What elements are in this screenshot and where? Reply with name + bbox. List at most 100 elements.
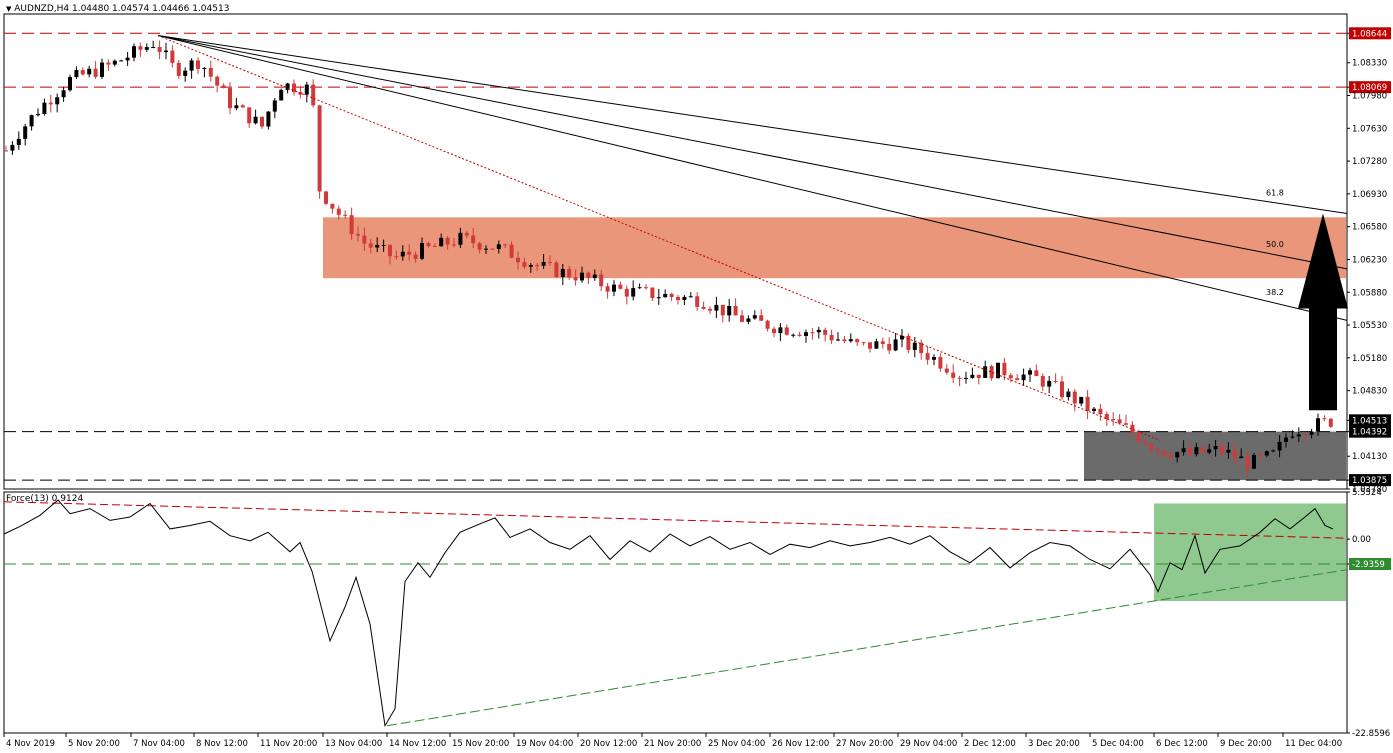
candle-body	[964, 377, 968, 379]
y-tick-label: 1.08330	[1352, 59, 1387, 69]
y-tick-label: 1.05180	[1352, 354, 1387, 364]
candle-body	[1156, 449, 1160, 451]
fib-fan-label-38.2: 38.2	[1266, 288, 1284, 297]
x-tick-label: 20 Nov 12:00	[580, 739, 637, 749]
up-arrow-icon	[1298, 213, 1348, 411]
candle-body	[586, 272, 591, 278]
candle-body	[842, 339, 847, 342]
candle-body	[407, 251, 412, 255]
candle-body	[541, 262, 546, 266]
candle-body	[925, 353, 930, 360]
candle-body	[727, 306, 732, 316]
candle-body	[535, 264, 540, 266]
candle-body	[605, 286, 610, 292]
candle-body	[1258, 454, 1263, 456]
candle-body	[221, 85, 226, 89]
candle-body	[932, 357, 936, 360]
candle-body	[509, 244, 514, 258]
candle-body	[567, 268, 572, 278]
x-tick-label: 13 Nov 04:00	[325, 739, 382, 749]
y-tick-label: 1.06230	[1352, 255, 1387, 265]
candle-body	[612, 284, 616, 292]
candle-body	[592, 274, 597, 278]
candle-body	[164, 50, 168, 53]
candle-body	[292, 83, 296, 93]
candle-body	[663, 293, 668, 298]
candle-body	[919, 342, 924, 354]
candle-body	[375, 244, 380, 248]
candle-body	[1181, 448, 1186, 453]
candle-body	[1277, 441, 1282, 451]
candle-body	[1021, 374, 1026, 381]
x-tick-label: 14 Nov 12:00	[389, 739, 446, 749]
candle-body	[688, 296, 693, 298]
candle-body	[912, 342, 917, 350]
candle-body	[791, 334, 796, 336]
x-tick-label: 5 Nov 20:00	[68, 739, 120, 749]
candle-body	[176, 62, 181, 76]
candle-body	[701, 306, 706, 309]
candle-body	[1175, 452, 1180, 458]
candle-body	[349, 215, 354, 235]
y-tick-label: 1.07980	[1352, 92, 1387, 102]
candle-body	[1162, 450, 1167, 456]
candle-body	[676, 296, 680, 301]
candle-body	[23, 126, 28, 139]
y-tick-label: 1.07630	[1352, 124, 1387, 134]
candle-body	[484, 248, 488, 250]
candle-body	[80, 70, 85, 75]
candle-body	[1252, 454, 1256, 469]
candle-body	[804, 332, 808, 336]
candle-body	[144, 47, 149, 50]
candle-body	[266, 111, 271, 127]
candle-body	[317, 105, 322, 192]
collapse-triangle-icon[interactable]: ▼	[6, 5, 12, 13]
candle-body	[848, 339, 853, 342]
candle-body	[356, 234, 360, 236]
candle-body	[29, 115, 34, 127]
y-label-bg	[1349, 425, 1391, 438]
candle-body	[1117, 419, 1122, 424]
x-tick-label: 26 Nov 12:00	[772, 739, 829, 749]
x-tick-label: 11 Nov 20:00	[260, 739, 317, 749]
candle-body	[170, 50, 175, 63]
symbol-header: ▼ AUDNZD,H4 1.04480 1.04574 1.04466 1.04…	[6, 4, 229, 14]
candle-body	[426, 243, 431, 246]
candle-body	[336, 208, 341, 215]
x-tick-label: 2 Dec 12:00	[964, 739, 1016, 749]
candle-body	[112, 60, 117, 65]
y-tick-label: 1.04830	[1352, 387, 1387, 397]
candle-body	[1085, 396, 1090, 411]
force-y-tick-label: 0.00	[1352, 535, 1371, 545]
fib-fan-line-50.0	[157, 35, 1348, 270]
candle-body	[228, 88, 232, 109]
candle-body	[797, 334, 802, 336]
candle-body	[778, 327, 783, 334]
candle-body	[189, 60, 194, 71]
candle-body	[868, 342, 872, 349]
candle-body	[560, 268, 565, 278]
candle-body	[887, 343, 892, 351]
candle-body	[816, 329, 821, 333]
candle-body	[1220, 446, 1224, 453]
candle-body	[1264, 451, 1269, 456]
y-tick-label: 1.08644	[1352, 29, 1387, 39]
y-tick-label: 1.03780	[1352, 485, 1387, 495]
candle-body	[208, 67, 213, 77]
x-tick-label: 29 Nov 04:00	[900, 739, 957, 749]
candles-group	[4, 40, 1333, 477]
support-zone	[1084, 431, 1346, 481]
candle-body	[1098, 408, 1103, 414]
candle-body	[279, 89, 284, 101]
candle-body	[1053, 380, 1058, 382]
candle-body	[1079, 396, 1084, 404]
candle-body	[714, 304, 719, 311]
candle-body	[132, 46, 136, 58]
candle-body	[772, 328, 776, 334]
y-tick-label: 1.05530	[1352, 321, 1387, 331]
candle-body	[240, 105, 245, 108]
candle-body	[1015, 378, 1020, 381]
candle-body	[708, 308, 712, 311]
candle-body	[759, 315, 764, 321]
candle-body	[452, 244, 456, 246]
